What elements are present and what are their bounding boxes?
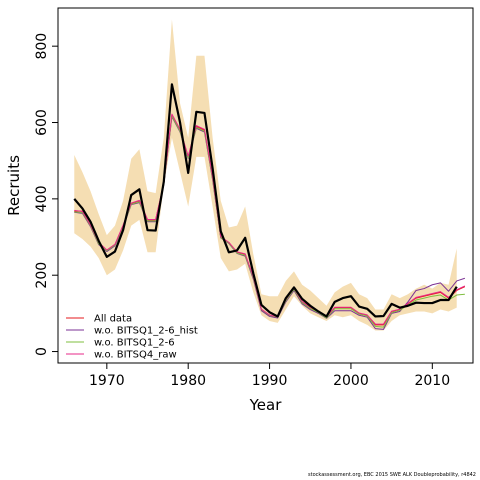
x-tick-label: 1990 xyxy=(252,373,288,389)
x-tick-label: 2000 xyxy=(333,373,369,389)
series-lines xyxy=(73,83,466,330)
legend-label: w.o. BITSQ1_2-6 xyxy=(94,338,175,349)
x-axis-title: Year xyxy=(249,396,283,414)
x-tick-label: 1970 xyxy=(89,373,125,389)
confidence-band xyxy=(74,19,457,331)
footer-credit: stockassessment.org, EBC 2015 SWE ALK Do… xyxy=(308,472,476,478)
plot-frame xyxy=(57,7,474,364)
y-tick-label: 0 xyxy=(34,347,50,356)
legend-label: All data xyxy=(94,314,132,325)
y-tick-label: 200 xyxy=(34,262,50,289)
y-tick-label: 800 xyxy=(34,33,50,60)
y-tick-label: 400 xyxy=(34,185,50,212)
x-axis: 1970 1980 1990 2000 2010 xyxy=(89,363,450,389)
legend-label: w.o. BITSQ1_2-6_hist xyxy=(94,326,198,337)
series-line-w-o-bitsq4-raw xyxy=(74,113,466,325)
legend-label: w.o. BITSQ4_raw xyxy=(94,350,177,361)
x-tick-label: 1980 xyxy=(170,373,206,389)
confidence-band-area xyxy=(74,19,457,331)
x-tick-label: 2010 xyxy=(414,373,450,389)
y-tick-label: 600 xyxy=(34,109,50,136)
y-axis-title: Recruits xyxy=(5,155,23,216)
series-line-estimate xyxy=(73,83,458,318)
y-axis: 0 200 400 600 800 xyxy=(34,33,58,356)
